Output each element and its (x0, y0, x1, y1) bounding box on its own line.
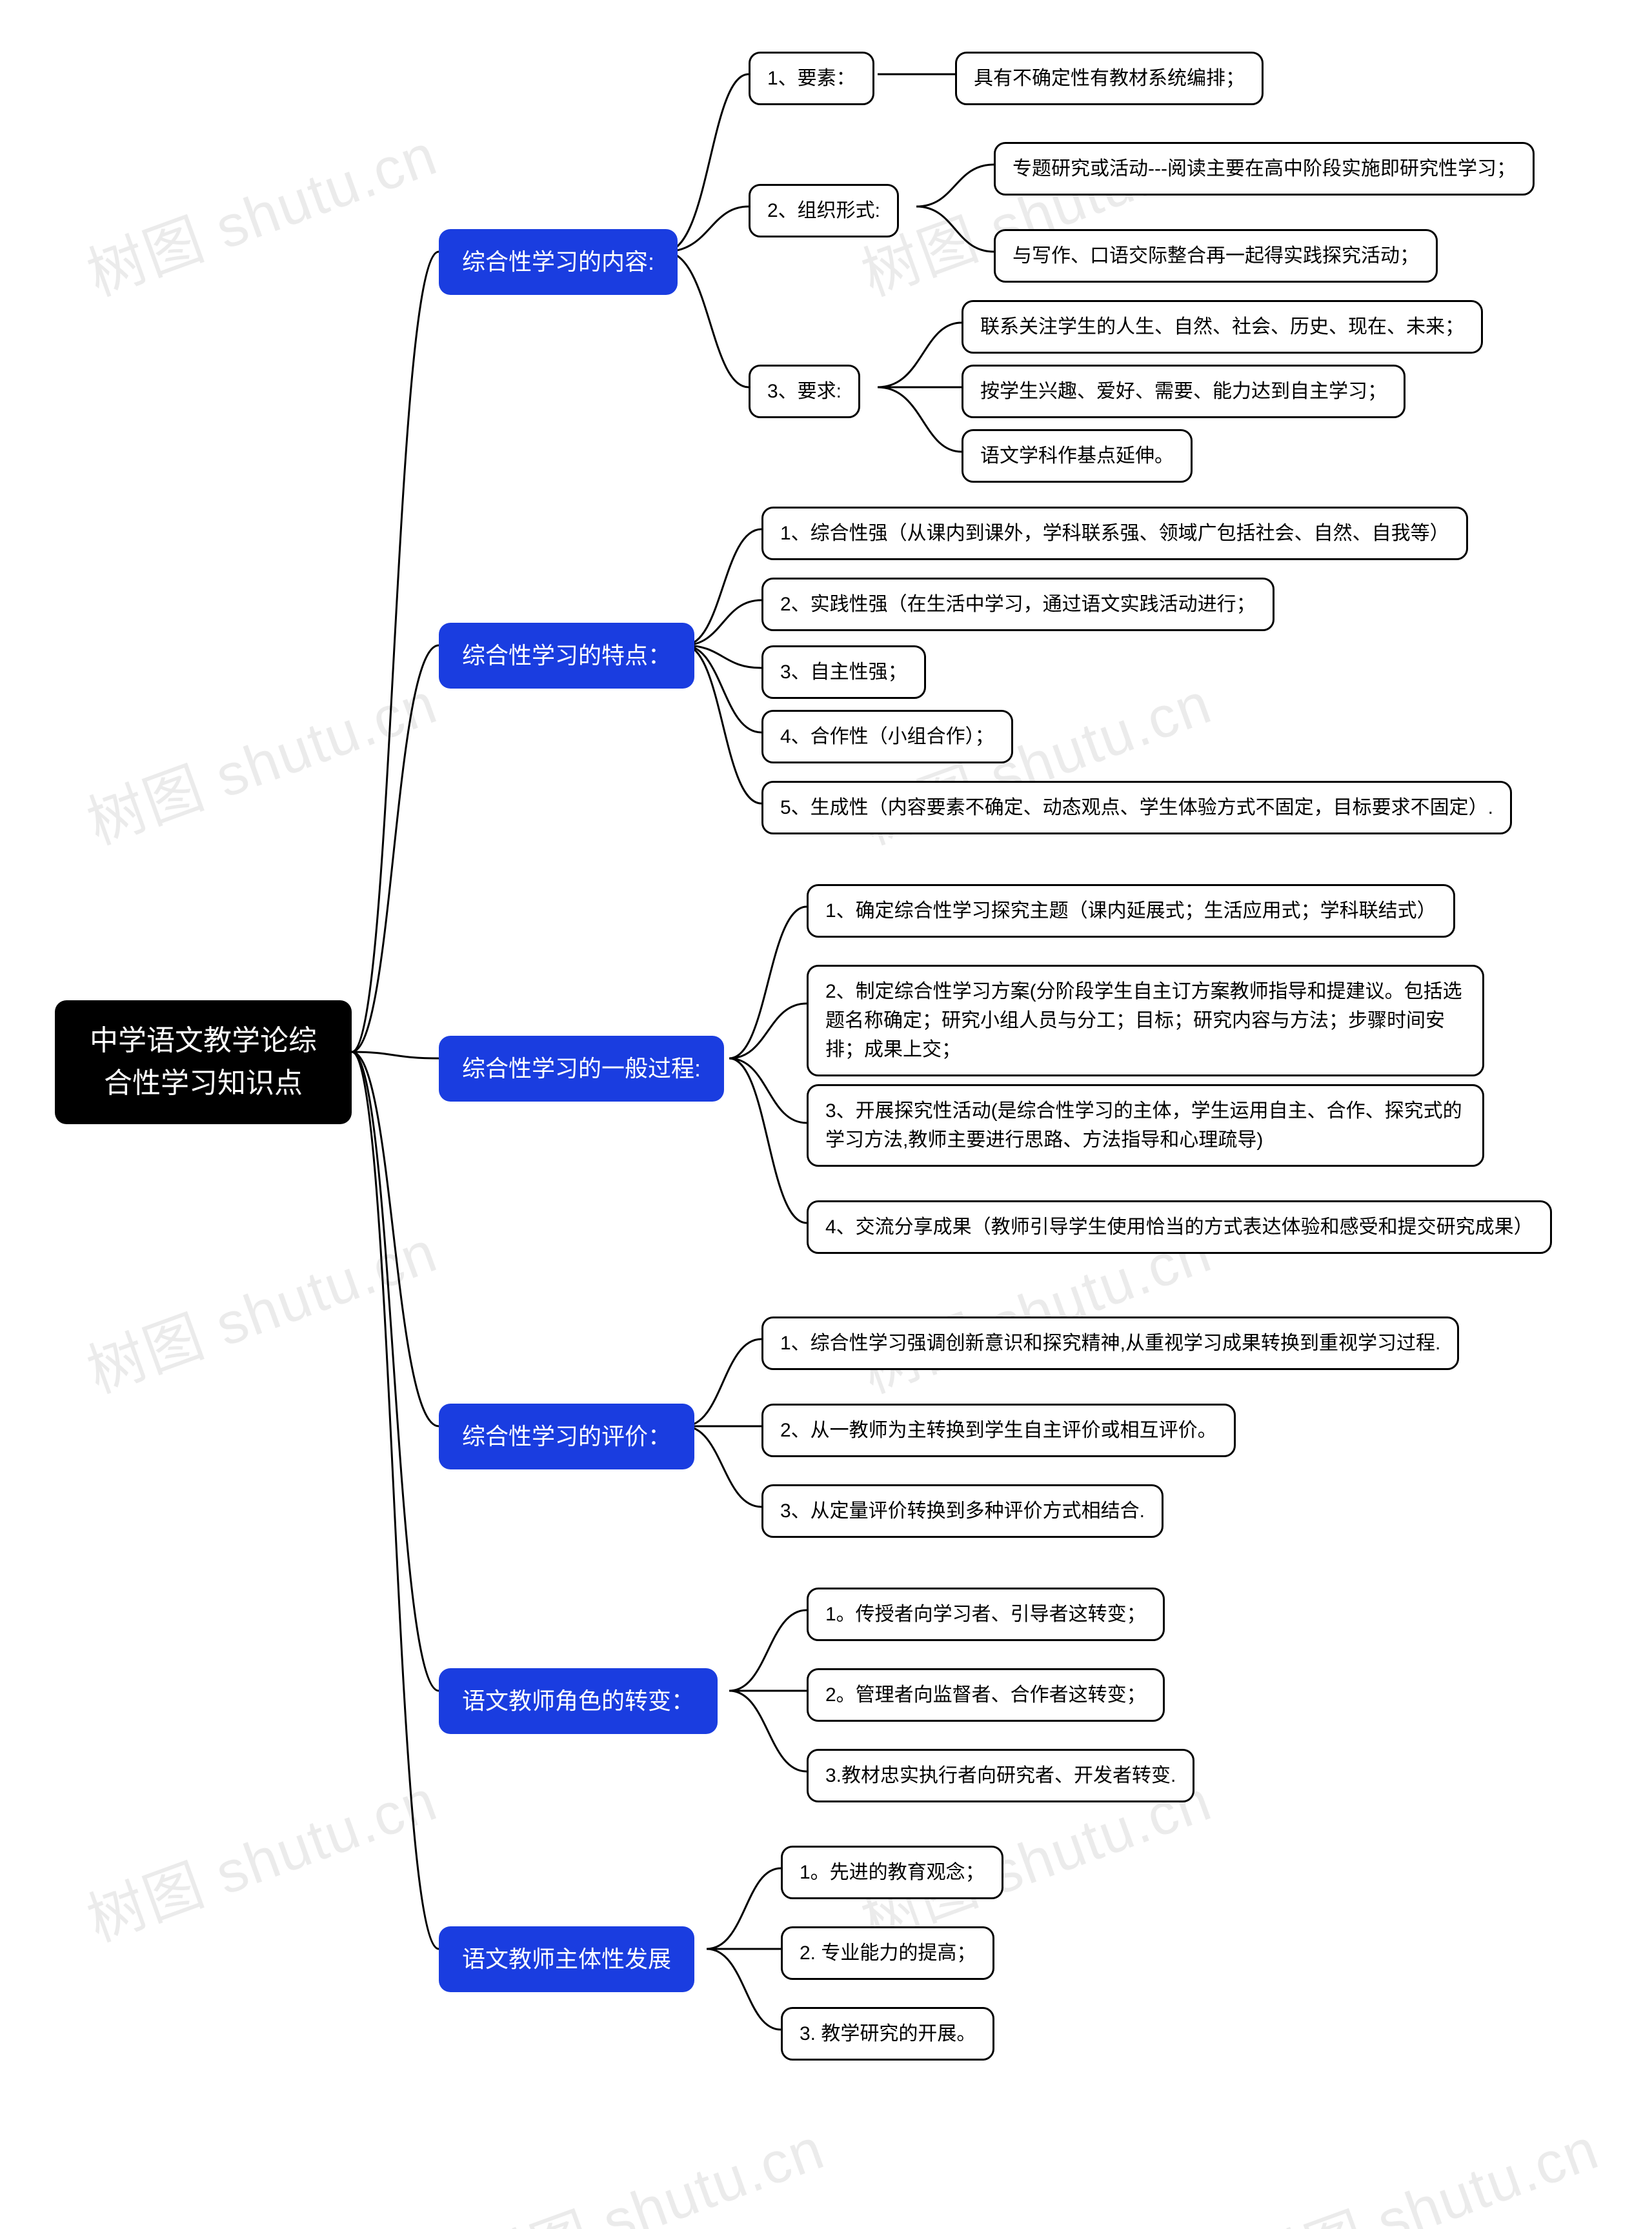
b1-n2: 2、组织形式: (749, 184, 899, 237)
b2-c3: 3、自主性强； (761, 645, 926, 699)
branch-evaluation: 综合性学习的评价： (439, 1404, 694, 1469)
b1-n1-c1: 具有不确定性有教材系统编排； (955, 52, 1264, 105)
b6-c3: 3. 教学研究的开展。 (781, 2007, 994, 2061)
b1-n3: 3、要求: (749, 365, 860, 418)
watermark: 树图 shutu.cn (74, 1753, 447, 1957)
watermark: 树图 shutu.cn (461, 2102, 834, 2229)
b3-c4: 4、交流分享成果（教师引导学生使用恰当的方式表达体验和感受和提交研究成果） (807, 1200, 1552, 1254)
b2-c2: 2、实践性强（在生活中学习，通过语文实践活动进行； (761, 578, 1274, 631)
b1-n3-c1: 联系关注学生的人生、自然、社会、历史、现在、未来； (962, 300, 1483, 354)
b5-c1: 1。传授者向学习者、引导者这转变； (807, 1588, 1165, 1641)
watermark: 树图 shutu.cn (1236, 2102, 1608, 2229)
branch-process: 综合性学习的一般过程: (439, 1036, 724, 1102)
branch-subject: 语文教师主体性发展 (439, 1926, 694, 1992)
b1-n2-c2: 与写作、口语交际整合再一起得实践探究活动； (994, 229, 1438, 283)
b4-c3: 3、从定量评价转换到多种评价方式相结合. (761, 1484, 1163, 1538)
b5-c2: 2。管理者向监督者、合作者这转变； (807, 1668, 1165, 1722)
branch-content: 综合性学习的内容: (439, 229, 678, 295)
root-node: 中学语文教学论综合性学习知识点 (55, 1000, 352, 1124)
watermark: 树图 shutu.cn (74, 108, 447, 312)
b4-c1: 1、综合性学习强调创新意识和探究精神,从重视学习成果转换到重视学习过程. (761, 1316, 1459, 1370)
b5-c3: 3.教材忠实执行者向研究者、开发者转变. (807, 1749, 1194, 1802)
b3-c2: 2、制定综合性学习方案(分阶段学生自主订方案教师指导和提建议。包括选题名称确定；… (807, 965, 1484, 1076)
watermark: 树图 shutu.cn (74, 656, 447, 860)
branch-features: 综合性学习的特点： (439, 623, 694, 689)
b3-c1: 1、确定综合性学习探究主题（课内延展式；生活应用式；学科联结式） (807, 884, 1455, 938)
b1-n3-c2: 按学生兴趣、爱好、需要、能力达到自主学习； (962, 365, 1405, 418)
b6-c2: 2. 专业能力的提高； (781, 1926, 994, 1980)
b3-c3: 3、开展探究性活动(是综合性学习的主体，学生运用自主、合作、探究式的学习方法,教… (807, 1084, 1484, 1167)
b4-c2: 2、从一教师为主转换到学生自主评价或相互评价。 (761, 1404, 1236, 1457)
b1-n1: 1、要素： (749, 52, 874, 105)
b1-n2-c1: 专题研究或活动---阅读主要在高中阶段实施即研究性学习； (994, 142, 1535, 196)
watermark: 树图 shutu.cn (74, 1205, 447, 1409)
b6-c1: 1。先进的教育观念； (781, 1846, 1003, 1899)
b2-c4: 4、合作性（小组合作）； (761, 710, 1013, 763)
branch-role: 语文教师角色的转变： (439, 1668, 718, 1734)
b1-n3-c3: 语文学科作基点延伸。 (962, 429, 1193, 483)
b2-c5: 5、生成性（内容要素不确定、动态观点、学生体验方式不固定，目标要求不固定）. (761, 781, 1512, 834)
b2-c1: 1、综合性强（从课内到课外，学科联系强、领域广包括社会、自然、自我等） (761, 507, 1468, 560)
